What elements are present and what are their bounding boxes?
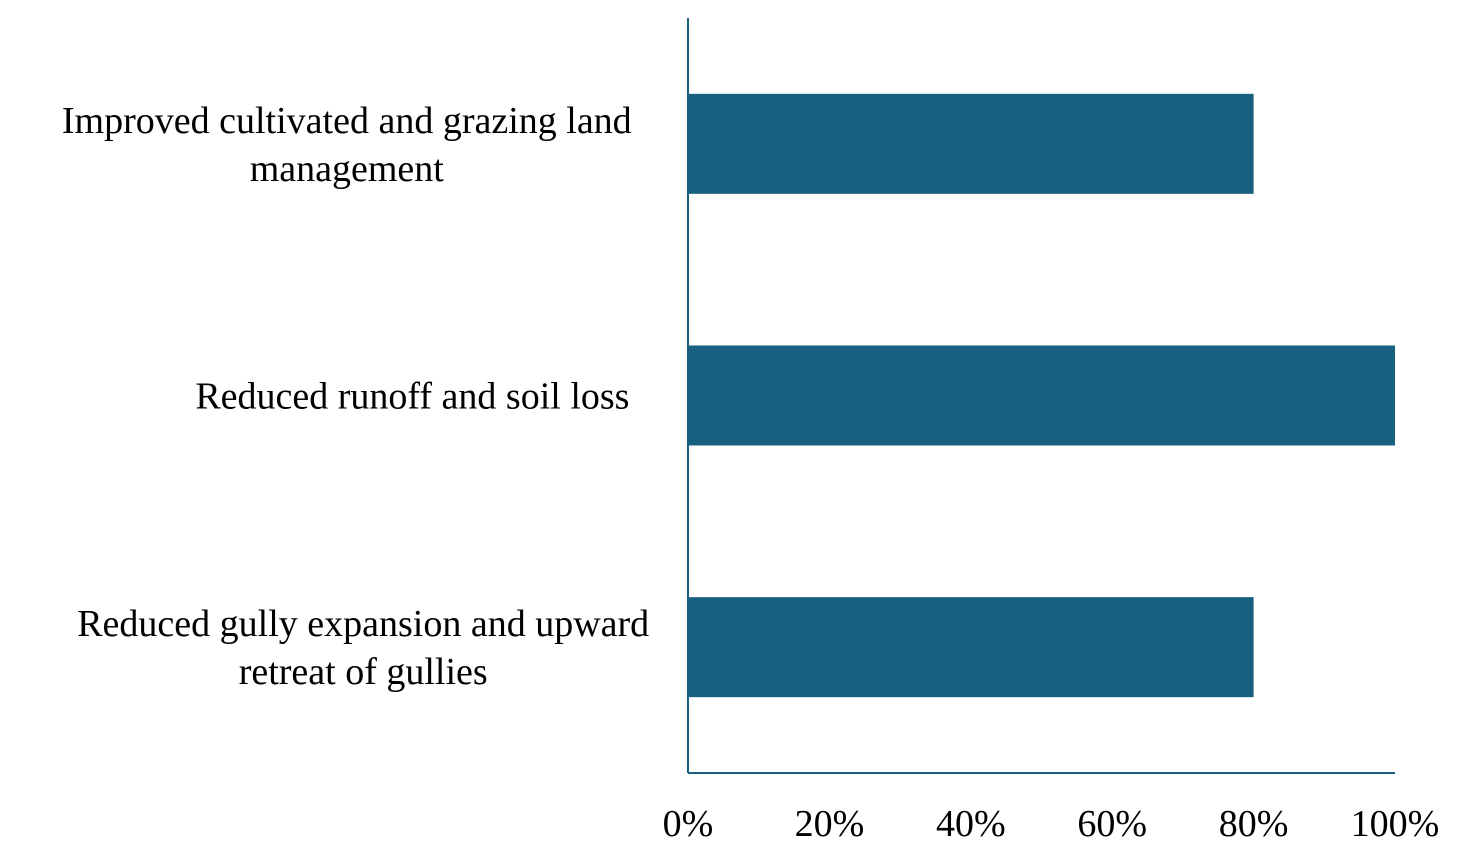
x-tick-label: 80% [1219,803,1289,845]
bar-2 [688,597,1254,698]
category-label-line: Reduced runoff and soil loss [195,376,629,418]
category-label-line: Reduced gully expansion and upward [77,603,649,645]
bar-1 [688,345,1395,446]
x-tick-label: 100% [1351,803,1440,845]
x-tick-label: 40% [936,803,1006,845]
category-label-line: management [250,148,445,190]
category-labels: Improved cultivated and grazing land mana… [62,100,649,693]
category-label-1: Reduced runoff and soil loss [195,376,629,418]
x-tick-label: 0% [663,803,714,845]
x-tick-label: 60% [1077,803,1147,845]
category-label-line: retreat of gullies [239,651,488,693]
category-label-line: Improved cultivated and grazing land [62,100,632,142]
bars-group [688,93,1395,698]
x-tick-labels: 0% 20% 40% 60% 80% 100% [663,803,1440,845]
category-label-2: Reduced gully expansion and upward retrea… [77,603,649,693]
category-label-0: Improved cultivated and grazing land mana… [62,100,632,190]
x-tick-label: 20% [795,803,865,845]
bar-0 [688,93,1254,194]
